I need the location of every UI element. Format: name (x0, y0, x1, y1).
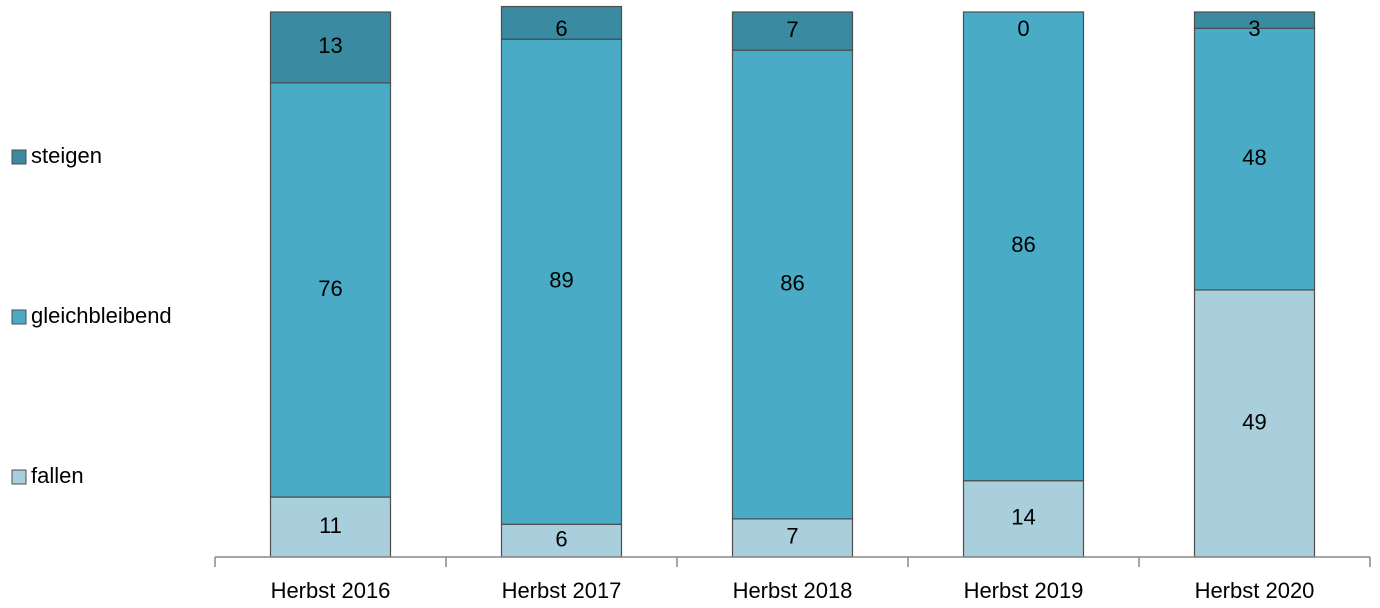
data-label: 48 (1242, 145, 1266, 170)
data-label: 7 (786, 17, 798, 42)
bar-segment (500, 5, 623, 40)
legend-swatch (11, 469, 27, 485)
legend-label: gleichbleibend (31, 303, 172, 328)
data-label: 0 (1017, 16, 1029, 41)
bar-segment (731, 49, 854, 520)
legend: fallen gleichbleibend steigen (11, 143, 172, 488)
data-label: 6 (555, 526, 567, 551)
legend-label: steigen (31, 143, 102, 168)
x-tick-label: Herbst 2020 (1195, 578, 1315, 603)
data-label: 7 (786, 524, 798, 549)
bar-segment (1193, 289, 1316, 558)
bar-segment (500, 523, 623, 558)
data-label: 6 (555, 16, 567, 41)
bar-segment (269, 496, 392, 558)
x-tick-label: Herbst 2016 (271, 578, 391, 603)
bar-segment (962, 480, 1085, 558)
data-label: 14 (1011, 505, 1035, 530)
legend-swatch (11, 149, 27, 165)
legend-label: fallen (31, 463, 84, 488)
data-label: 13 (318, 33, 342, 58)
data-label: 11 (319, 513, 342, 538)
bar-segment (500, 38, 623, 525)
data-label: 89 (549, 268, 573, 293)
bar-segment (962, 11, 1085, 482)
data-label: 3 (1248, 16, 1260, 41)
bar-segment (1193, 27, 1316, 291)
bar-segment (269, 82, 392, 498)
data-label: 86 (780, 270, 804, 295)
x-tick-label: Herbst 2018 (733, 578, 853, 603)
x-tick-label: Herbst 2017 (502, 578, 622, 603)
legend-swatch (11, 309, 27, 325)
data-label: 49 (1242, 409, 1266, 434)
data-label: 86 (1011, 232, 1035, 257)
bar-segment (269, 11, 392, 84)
data-label: 76 (318, 276, 342, 301)
bar-segment (1193, 11, 1316, 29)
x-tick-label: Herbst 2019 (964, 578, 1084, 603)
bar-segment (731, 11, 854, 51)
